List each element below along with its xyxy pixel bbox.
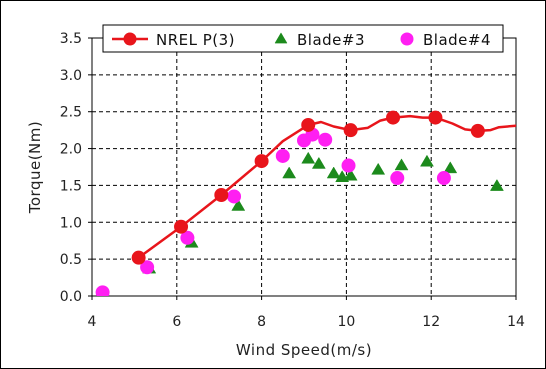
blade3-point <box>371 162 386 175</box>
blade4-point <box>390 171 405 186</box>
y-tick-label: 1.5 <box>60 178 82 194</box>
x-tick-label: 12 <box>422 314 440 330</box>
blade3-point <box>420 154 434 167</box>
y-tick-label: 2.5 <box>60 105 82 121</box>
nrel-p3-point <box>301 117 316 132</box>
blade3-point <box>343 168 358 181</box>
blade4-point <box>95 285 110 296</box>
legend-box <box>102 24 504 53</box>
y-axis-ticks: 0.0 0.5 1.0 1.5 2.0 2.5 3.0 3.5 <box>60 31 92 305</box>
nrel-p3-point <box>214 188 229 203</box>
y-tick-label: 3.0 <box>60 68 82 84</box>
blade3-point <box>282 166 297 179</box>
blade4-point <box>180 230 195 245</box>
nrel-p3-point <box>428 110 443 125</box>
y-axis-title: Torque(Nm) <box>26 121 44 215</box>
y-tick-label: 1.0 <box>60 215 82 231</box>
blade3-point <box>443 161 458 174</box>
y-tick-label: 2.0 <box>60 142 82 158</box>
blade3-point <box>311 156 326 169</box>
blade3-point <box>301 151 316 164</box>
legend-nrel-p3-label: NREL P(3) <box>156 31 235 49</box>
legend-blade3-label: Blade#3 <box>297 31 365 49</box>
y-tick-label: 3.5 <box>60 31 82 47</box>
x-tick-label: 4 <box>88 314 97 330</box>
blade3-point <box>489 179 504 191</box>
series-layer <box>95 110 516 296</box>
nrel-p3-point <box>174 219 189 234</box>
blade4-point <box>318 132 333 147</box>
legend-blade4-marker <box>400 32 414 46</box>
nrel-p3-point <box>131 250 146 265</box>
blade4-point <box>227 189 242 204</box>
x-tick-label: 8 <box>257 314 266 330</box>
legend-blade3-marker <box>274 32 288 44</box>
blade4-point <box>341 158 356 173</box>
legend-nrel-p3-marker <box>123 32 137 46</box>
blade4-point <box>140 260 155 275</box>
y-tick-label: 0.5 <box>60 252 82 268</box>
nrel-p3-point <box>470 123 485 138</box>
x-tick-label: 10 <box>337 314 355 330</box>
nrel-p3-point <box>386 110 401 125</box>
nrel-p3-point <box>343 123 358 138</box>
x-axis-title: Wind Speed(m/s) <box>236 341 372 359</box>
nrel-p3-point <box>254 154 269 169</box>
y-tick-label: 0.0 <box>60 289 82 305</box>
blade3-point <box>231 198 246 211</box>
blade4-point <box>275 148 290 163</box>
plot-area <box>91 37 517 297</box>
x-tick-label: 6 <box>172 314 181 330</box>
legend: NREL P(3) Blade#3 Blade#4 <box>102 24 504 53</box>
blade3-point <box>326 166 341 179</box>
x-tick-label: 14 <box>507 314 525 330</box>
blade3-point <box>394 158 409 171</box>
x-axis-ticks: 4 6 8 10 12 14 <box>88 296 525 330</box>
legend-blade4-label: Blade#4 <box>423 31 491 49</box>
blade4-point <box>436 171 451 186</box>
